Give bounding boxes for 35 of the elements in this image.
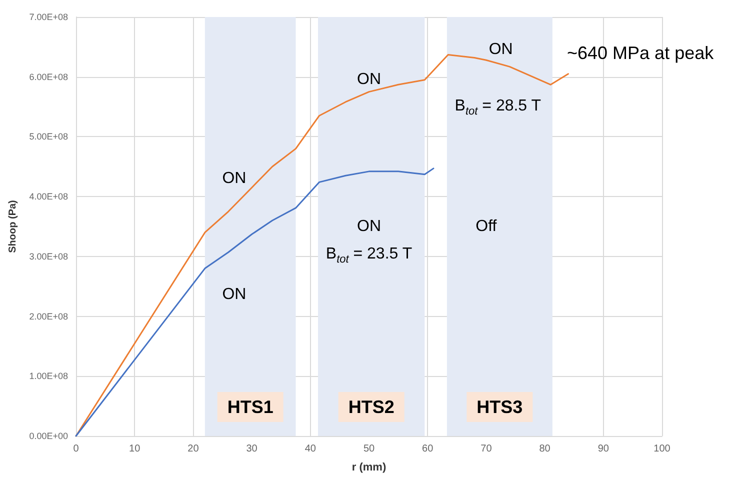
x-tick-label: 90 xyxy=(598,444,610,454)
y-tick-label: 0.00E+00 xyxy=(29,431,68,441)
x-tick-label: 40 xyxy=(304,444,316,454)
y-tick-label: 3.00E+08 xyxy=(29,251,68,262)
band-label: HTS1 xyxy=(227,397,274,417)
x-tick-label: 80 xyxy=(539,444,551,454)
y-tick-label: 1.00E+08 xyxy=(29,371,68,382)
annotation: ~640 MPa at peak xyxy=(567,42,714,63)
annotation: ON xyxy=(357,218,381,234)
x-tick-label: 20 xyxy=(188,444,200,454)
y-axis-title: Shoop (Pa) xyxy=(8,200,18,253)
line-series xyxy=(75,168,434,437)
band-label: HTS3 xyxy=(476,397,523,417)
annotation: ON xyxy=(222,170,246,187)
x-tick-label: 50 xyxy=(363,444,375,454)
x-tick-label: 10 xyxy=(129,444,141,454)
x-tick-label: 100 xyxy=(654,444,671,454)
annotation: B$_{tot}$ = 28.5 T xyxy=(454,97,542,118)
x-axis-title: r (mm) xyxy=(352,462,386,474)
y-tick-label: 5.00E+08 xyxy=(29,132,68,142)
y-tick-label: 4.00E+08 xyxy=(29,192,68,202)
x-tick-label: 0 xyxy=(73,444,80,454)
y-tick-label: 2.00E+08 xyxy=(29,311,68,322)
y-tick-label: 6.00E+08 xyxy=(29,72,68,82)
annotation: B$_{tot}$ = 23.5 T xyxy=(326,246,412,266)
annotation: ON xyxy=(357,70,381,88)
x-tick-label: 70 xyxy=(480,444,492,454)
x-tick-label: 30 xyxy=(246,444,258,454)
y-tick-label: 7.00E+08 xyxy=(29,12,68,22)
annotation: ON xyxy=(222,286,246,304)
band-label: HTS2 xyxy=(348,397,394,417)
annotation: Off xyxy=(476,218,497,234)
line-series xyxy=(75,54,569,437)
annotation: ON xyxy=(488,40,513,58)
x-tick-label: 60 xyxy=(422,444,434,454)
